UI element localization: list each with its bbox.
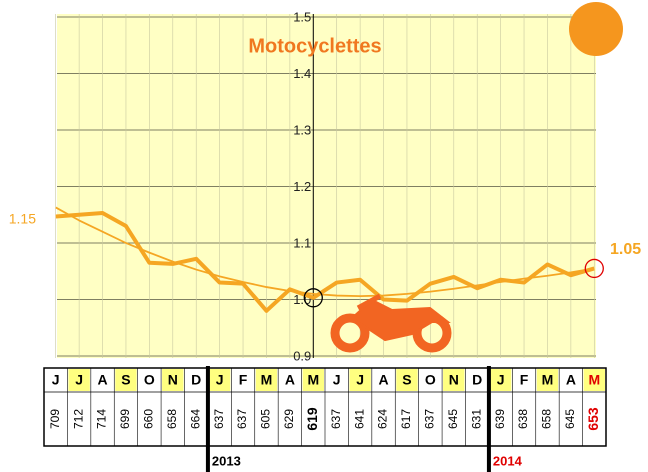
count-label: 639 [493,409,507,429]
count-label: 641 [352,409,366,429]
year-label: 2014 [493,453,523,468]
month-label: D [472,372,482,388]
start-annotation: 1.15 [9,211,36,227]
end-annotation: 1.05 [610,241,641,258]
count-label: 709 [48,409,62,429]
month-label: J [216,372,224,388]
month-highlight [255,369,278,391]
month-highlight [349,369,371,391]
count-label: 712 [71,409,85,429]
y-tick-label: 1.1 [293,235,311,250]
plot-background [57,14,596,358]
month-label: O [425,372,436,388]
month-label: A [285,372,295,388]
plot [55,206,604,313]
motorcycle-icon [330,293,452,353]
month-label: J [52,372,60,388]
count-label: 645 [446,409,460,429]
month-label: J [497,372,505,388]
month-label: M [307,372,319,388]
month-label: O [144,372,155,388]
y-tick-label: 1.4 [293,66,311,81]
count-label: 617 [399,409,413,429]
count-label: 645 [563,409,577,429]
y-tick-label: 1.2 [293,179,311,194]
count-label: 637 [423,409,437,429]
month-table: J 709 J 712 A 714 S 699 O 660 N 658 D 664 J 637 F 637 M 605… [43,366,607,472]
circled-point [584,258,604,279]
year-separator [486,366,491,472]
y-tick-label: 1.5 [293,9,311,24]
month-label: J [356,372,364,388]
year-separator [205,366,210,472]
month-label: J [333,372,341,388]
month-highlight [162,369,184,391]
data-line [55,211,595,313]
month-label: A [97,372,107,388]
y-tick-label: 1.3 [293,122,311,137]
decor-circle [569,2,623,56]
month-highlight [536,369,559,391]
count-label: 653 [585,407,601,431]
circled-point [303,288,323,308]
month-highlight [489,369,512,391]
count-label: 714 [95,409,109,429]
count-label: 660 [142,409,156,429]
month-label: A [378,372,388,388]
month-highlight [443,369,465,391]
month-label: S [402,372,411,388]
count-label: 629 [282,409,296,429]
count-label: 699 [118,409,132,429]
month-label: S [121,372,130,388]
month-label: M [588,372,600,388]
count-label: 624 [376,409,390,429]
month-label: F [239,372,248,388]
month-highlight [115,369,137,391]
chart-title: Motocyclettes [248,35,381,57]
month-label: A [566,372,576,388]
count-label: 664 [188,409,202,429]
count-label: 637 [235,409,249,429]
count-label: 658 [165,409,179,429]
month-label: D [191,372,201,388]
count-label: 637 [212,409,226,429]
month-highlight [68,369,90,391]
year-label: 2013 [212,453,241,468]
count-label: 637 [329,409,343,429]
month-label: M [542,372,554,388]
count-label: 638 [516,409,530,429]
trend-line [55,206,595,298]
month-label: N [168,372,178,388]
month-highlight [302,369,324,391]
month-label: M [261,372,273,388]
month-label: N [449,372,459,388]
month-highlight [583,369,605,391]
y-tick-label: 0.9 [293,348,311,363]
count-label: 605 [259,409,273,429]
month-highlight [208,369,231,391]
month-highlight [396,369,418,391]
month-label: F [520,372,529,388]
count-label: 631 [469,409,483,429]
count-label: 619 [304,407,320,431]
month-label: J [75,372,83,388]
count-label: 658 [540,409,554,429]
